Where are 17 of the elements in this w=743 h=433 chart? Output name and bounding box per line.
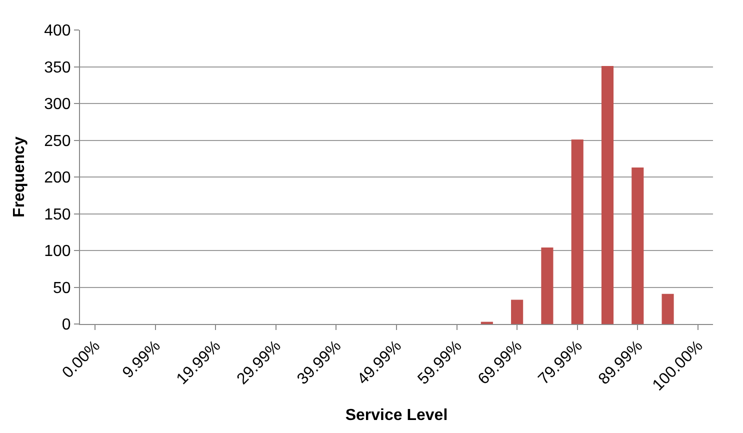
y-tick-label: 300 xyxy=(44,96,71,114)
y-tick-label: 0 xyxy=(62,316,71,334)
y-tick-label: 250 xyxy=(44,132,71,150)
y-tick-label: 200 xyxy=(44,170,71,187)
bar xyxy=(601,66,614,324)
y-axis-title: Frequency xyxy=(10,136,28,218)
x-axis-title: Service Level xyxy=(345,407,448,424)
y-tick-label: 150 xyxy=(44,206,71,224)
bar xyxy=(541,248,554,324)
y-tick-label: 100 xyxy=(44,243,71,260)
y-tick-label: 400 xyxy=(44,22,71,40)
y-tick-label: 350 xyxy=(44,59,71,76)
y-tick-label: 50 xyxy=(53,280,71,297)
bar xyxy=(511,300,524,324)
bar xyxy=(571,140,584,324)
bar xyxy=(632,167,644,324)
bar xyxy=(662,294,674,324)
